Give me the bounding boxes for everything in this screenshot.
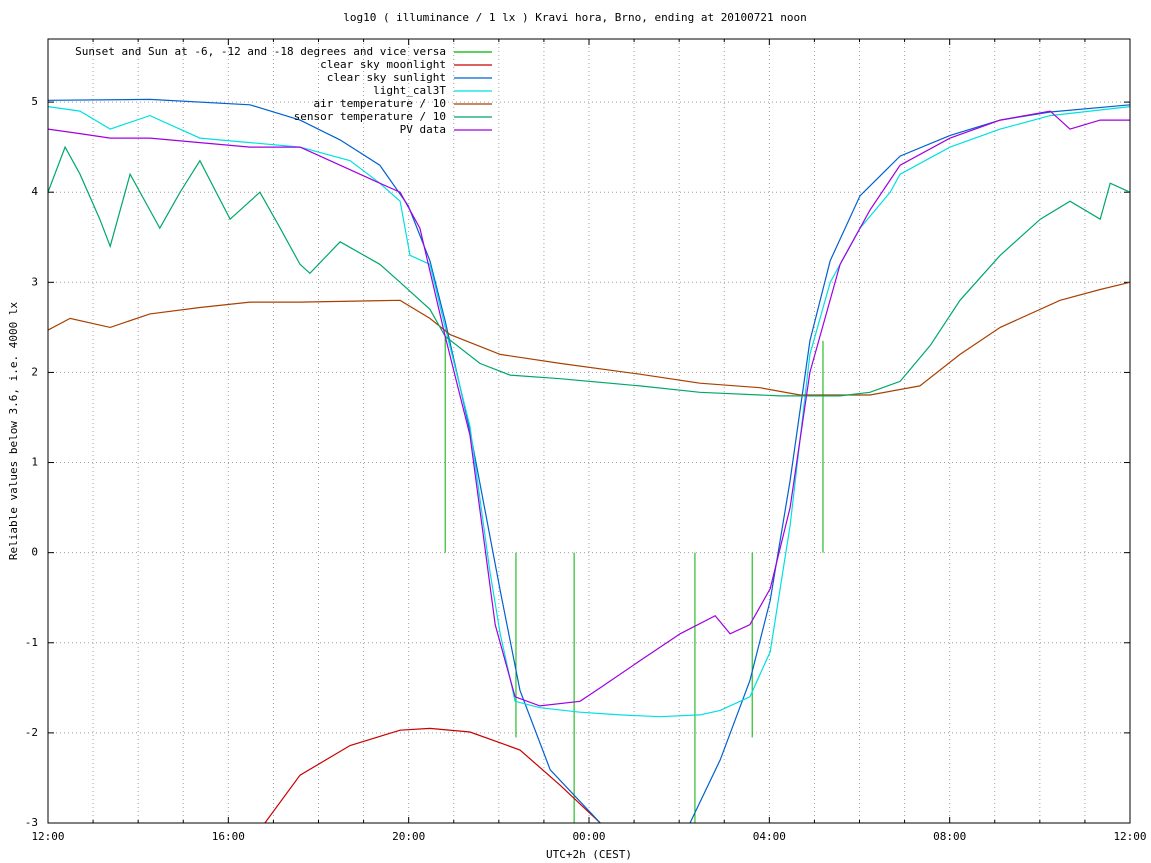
series-line: [48, 106, 1130, 718]
y-axis-label: Reliable values below 3.6, i.e. 4000 lx: [7, 301, 20, 560]
x-tick-label: 08:00: [933, 830, 966, 843]
legend-label: sensor temperature / 10: [294, 110, 446, 123]
y-tick-label: 5: [31, 95, 38, 108]
y-tick-label: -2: [25, 726, 38, 739]
x-tick-label: 00:00: [572, 830, 605, 843]
series-line: [264, 727, 601, 823]
legend-label: air temperature / 10: [314, 97, 446, 110]
x-tick-label: 12:00: [31, 830, 64, 843]
legend-label: PV data: [400, 123, 446, 136]
x-tick-label: 16:00: [212, 830, 245, 843]
y-tick-label: 0: [31, 546, 38, 559]
series-line: [48, 110, 1130, 707]
x-tick-label: 04:00: [753, 830, 786, 843]
y-tick-label: -1: [25, 636, 38, 649]
plot-area: [48, 98, 1130, 823]
x-tick-label: 12:00: [1113, 830, 1146, 843]
x-axis-label: UTC+2h (CEST): [546, 848, 632, 861]
y-tick-label: 3: [31, 275, 38, 288]
legend-label: clear sky sunlight: [327, 71, 446, 84]
y-tick-label: 4: [31, 185, 38, 198]
legend-label: clear sky moonlight: [320, 58, 446, 71]
y-tick-label: 1: [31, 456, 38, 469]
chart-title: log10 ( illuminance / 1 lx ) Kravi hora,…: [343, 11, 807, 24]
series-line: [48, 145, 1130, 397]
x-tick-label: 20:00: [392, 830, 425, 843]
y-tick-label: 2: [31, 365, 38, 378]
legend-label: light_cal3T: [373, 84, 446, 97]
series-line: [48, 281, 1130, 396]
y-tick-label: -3: [25, 816, 38, 829]
legend-label: Sunset and Sun at -6, -12 and -18 degree…: [75, 45, 446, 58]
plot-frame: [47, 38, 1131, 824]
